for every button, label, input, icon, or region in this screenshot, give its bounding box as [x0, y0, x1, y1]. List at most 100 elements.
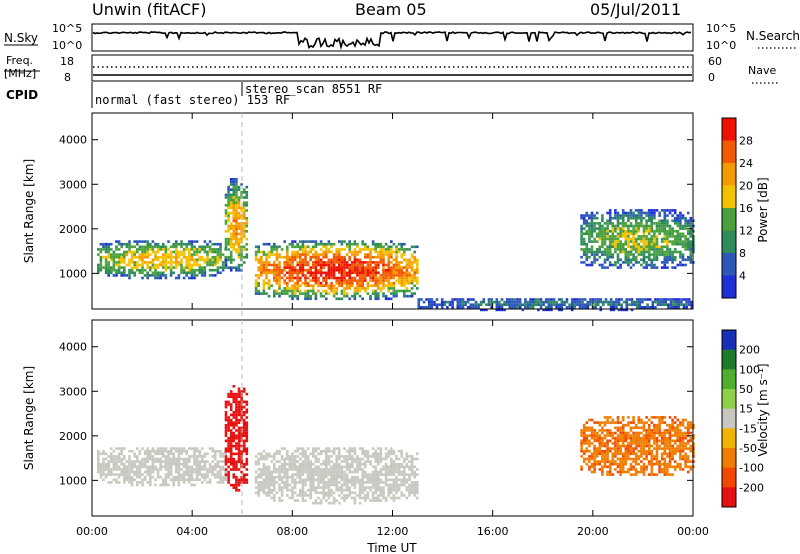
heatmap-cell: [348, 245, 351, 249]
heatmap-cell: [390, 292, 393, 295]
heatmap-cell: [283, 468, 286, 471]
heatmap-cell: [550, 308, 553, 312]
heatmap-cell: [156, 258, 160, 262]
heatmap-cell: [216, 242, 220, 246]
heatmap-cell: [335, 470, 338, 474]
heatmap-cell: [668, 447, 672, 450]
nsky-label: N.Sky: [4, 31, 38, 45]
heatmap-cell: [125, 468, 129, 471]
heatmap-cell: [164, 475, 168, 479]
heatmap-cell: [384, 250, 388, 254]
heatmap-cell: [655, 237, 659, 241]
cpid-label: CPID: [6, 88, 38, 102]
heatmap-cell: [660, 253, 664, 256]
heatmap-cell: [141, 478, 144, 482]
heatmap-cell: [690, 300, 694, 304]
heatmap-cell: [405, 455, 409, 458]
heatmap-cell: [642, 250, 646, 254]
heatmap-cell: [227, 478, 230, 482]
heatmap-cell: [227, 439, 230, 443]
heatmap-cell: [182, 248, 186, 251]
heatmap-cell: [684, 465, 687, 469]
heatmap-cell: [619, 222, 622, 225]
heatmap-cell: [117, 266, 121, 269]
heatmap-cell: [413, 255, 416, 259]
heatmap-cell: [216, 266, 220, 269]
heatmap-cell: [309, 284, 312, 288]
heatmap-cell: [172, 261, 175, 264]
heatmap-cell: [628, 298, 631, 301]
heatmap-cell: [325, 274, 328, 277]
heatmap-cell: [306, 250, 310, 254]
heatmap-cell: [104, 457, 108, 461]
heatmap-cell: [149, 266, 152, 269]
heatmap-cell: [262, 266, 266, 269]
heatmap-cell: [235, 421, 238, 424]
heatmap-cell: [180, 475, 183, 479]
heatmap-cell: [270, 245, 273, 249]
heatmap-cell: [634, 470, 638, 474]
heatmap-cell: [681, 423, 685, 427]
heatmap-cell: [601, 460, 604, 463]
heatmap-cell: [319, 449, 323, 453]
heatmap-cell: [257, 281, 260, 285]
heatmap-cell: [621, 434, 625, 437]
heatmap-cell: [371, 491, 375, 495]
heatmap-cell: [640, 468, 643, 471]
heatmap-cell: [227, 418, 230, 422]
heatmap-cell: [283, 486, 286, 489]
heatmap-cell: [387, 297, 390, 301]
heatmap-cell: [392, 292, 396, 295]
heatmap-cell: [479, 303, 483, 306]
heatmap-cell: [606, 434, 609, 437]
heatmap-cell: [637, 222, 641, 225]
heatmap-cell: [345, 475, 349, 479]
heatmap-cell: [206, 250, 209, 254]
heatmap-cell: [275, 255, 279, 259]
heatmap-cell: [382, 268, 385, 272]
heatmap-cell: [358, 268, 362, 272]
heatmap-cell: [229, 457, 233, 461]
y-tick-label: 1000: [59, 267, 87, 280]
heatmap-cell: [221, 475, 225, 479]
heatmap-cell: [260, 452, 263, 456]
heatmap-cell: [671, 229, 674, 233]
heatmap-cell: [681, 431, 685, 435]
heatmap-cell: [286, 452, 289, 456]
heatmap-cell: [123, 455, 126, 458]
heatmap-cell: [588, 418, 591, 422]
heatmap-cell: [123, 462, 126, 466]
heatmap-cell: [340, 276, 344, 280]
heatmap-cell: [653, 250, 656, 254]
heatmap-cell: [325, 289, 328, 293]
heatmap-cell: [227, 473, 230, 476]
heatmap-cell: [154, 465, 157, 469]
heatmap-cell: [645, 439, 648, 443]
heatmap-cell: [245, 426, 249, 430]
heatmap-cell: [286, 263, 289, 267]
heatmap-cell: [232, 476, 236, 479]
heatmap-cell: [260, 274, 263, 277]
heatmap-cell: [345, 483, 349, 487]
heatmap-cell: [658, 214, 661, 217]
heatmap-cell: [351, 491, 354, 495]
heatmap-cell: [668, 211, 672, 215]
heatmap-cell: [413, 276, 416, 280]
heatmap-cell: [351, 455, 354, 458]
heatmap-cell: [593, 431, 596, 435]
heatmap-cell: [568, 303, 571, 306]
heatmap-cell: [257, 284, 260, 288]
heatmap-cell: [542, 300, 545, 304]
heatmap-cell: [265, 263, 268, 267]
heatmap-cell: [208, 462, 212, 466]
heatmap-cell: [193, 245, 196, 249]
heatmap-cell: [293, 460, 297, 463]
heatmap-cell: [663, 255, 667, 259]
heatmap-cell: [351, 496, 354, 500]
heatmap-cell: [585, 421, 589, 424]
y-tick-label: 2000: [59, 223, 87, 236]
heatmap-cell: [459, 306, 462, 309]
heatmap-cell: [175, 263, 178, 267]
heatmap-cell: [245, 411, 249, 414]
heatmap-cell: [627, 449, 630, 453]
